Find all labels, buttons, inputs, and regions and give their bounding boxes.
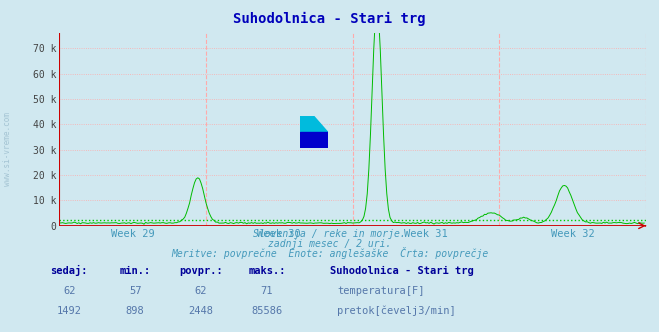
Polygon shape: [300, 132, 328, 148]
Text: povpr.:: povpr.:: [179, 266, 223, 276]
Text: Meritve: povprečne  Enote: anglešaške  Črta: povprečje: Meritve: povprečne Enote: anglešaške Črt…: [171, 247, 488, 259]
Text: zadnji mesec / 2 uri.: zadnji mesec / 2 uri.: [268, 239, 391, 249]
Text: maks.:: maks.:: [248, 266, 285, 276]
Text: 57: 57: [129, 286, 141, 296]
Text: 2448: 2448: [188, 306, 214, 316]
Text: pretok[čevelj3/min]: pretok[čevelj3/min]: [337, 305, 456, 316]
Text: 1492: 1492: [57, 306, 82, 316]
Text: www.si-vreme.com: www.si-vreme.com: [3, 113, 13, 186]
Text: 62: 62: [195, 286, 207, 296]
Text: Suhodolnica - Stari trg: Suhodolnica - Stari trg: [330, 266, 473, 276]
Text: temperatura[F]: temperatura[F]: [337, 286, 425, 296]
Text: sedaj:: sedaj:: [51, 265, 88, 276]
Text: Slovenija / reke in morje.: Slovenija / reke in morje.: [253, 229, 406, 239]
Text: 62: 62: [63, 286, 75, 296]
Polygon shape: [300, 116, 328, 148]
Text: min.:: min.:: [119, 266, 151, 276]
Text: Suhodolnica - Stari trg: Suhodolnica - Stari trg: [233, 12, 426, 26]
Text: 85586: 85586: [251, 306, 283, 316]
Text: 898: 898: [126, 306, 144, 316]
Text: 71: 71: [261, 286, 273, 296]
